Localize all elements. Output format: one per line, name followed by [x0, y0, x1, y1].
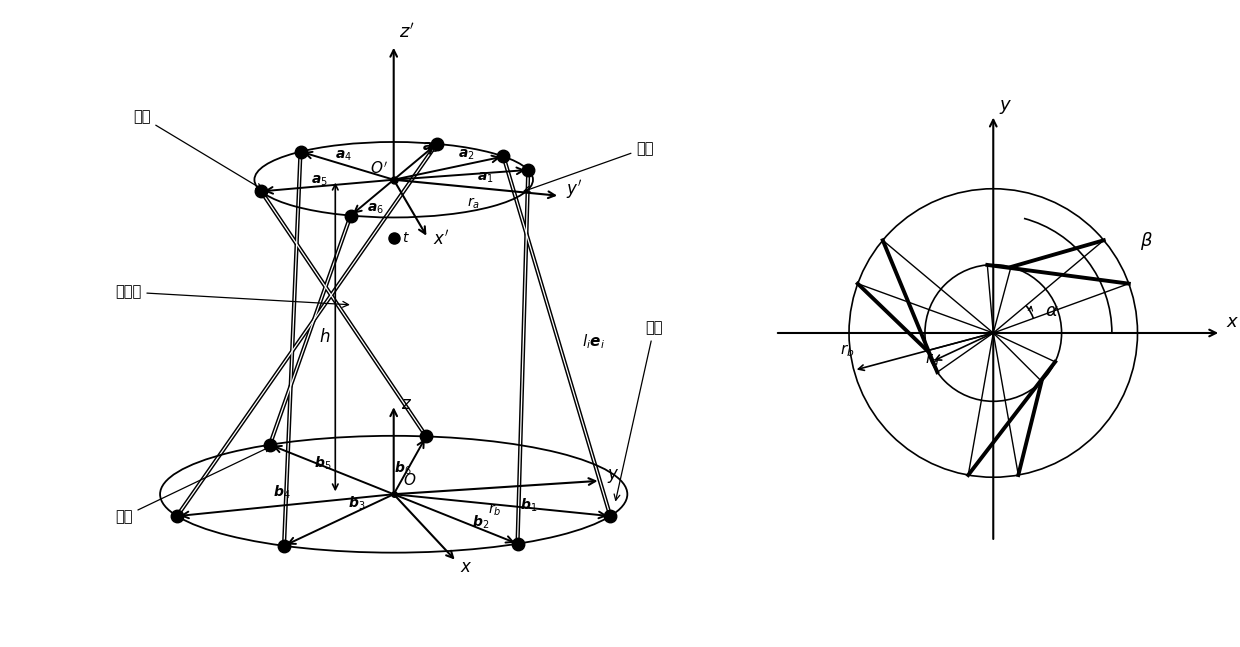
Text: $x$: $x$	[460, 558, 472, 576]
Text: $r_b$: $r_b$	[489, 503, 501, 518]
Text: $x'$: $x'$	[433, 230, 449, 248]
Text: 基座: 基座	[614, 320, 663, 500]
Text: $t$: $t$	[402, 231, 409, 245]
Text: $y'$: $y'$	[567, 177, 583, 201]
Text: $r_a$: $r_a$	[925, 351, 939, 368]
Text: 作动器: 作动器	[115, 285, 348, 307]
Text: $\boldsymbol{a}_2$: $\boldsymbol{a}_2$	[458, 148, 474, 162]
Text: $O'$: $O'$	[371, 160, 388, 177]
Text: $x$: $x$	[1226, 313, 1239, 331]
Text: $O$: $O$	[403, 472, 417, 488]
Text: $r_a$: $r_a$	[467, 195, 480, 211]
Text: 球铰: 球铰	[133, 109, 262, 189]
Text: $\boldsymbol{a}_5$: $\boldsymbol{a}_5$	[311, 174, 329, 188]
Text: 球铰: 球铰	[115, 446, 270, 524]
Text: $z'$: $z'$	[399, 23, 414, 42]
Text: $\boldsymbol{b}_6$: $\boldsymbol{b}_6$	[394, 459, 412, 477]
Text: $\boldsymbol{b}_4$: $\boldsymbol{b}_4$	[273, 483, 290, 501]
Text: 平台: 平台	[525, 141, 653, 192]
Text: $\alpha$: $\alpha$	[1045, 302, 1059, 320]
Text: $\boldsymbol{b}_5$: $\boldsymbol{b}_5$	[314, 455, 331, 472]
Text: $\beta$: $\beta$	[1141, 230, 1153, 252]
Text: $\boldsymbol{a}_3$: $\boldsymbol{a}_3$	[423, 141, 439, 155]
Text: $z$: $z$	[401, 395, 412, 413]
Text: $\boldsymbol{a}_4$: $\boldsymbol{a}_4$	[335, 149, 352, 163]
Text: $h$: $h$	[319, 328, 331, 346]
Text: $\boldsymbol{a}_6$: $\boldsymbol{a}_6$	[367, 202, 384, 217]
Text: $y$: $y$	[606, 467, 619, 485]
Text: $r_b$: $r_b$	[839, 342, 854, 358]
Text: $\boldsymbol{a}_1$: $\boldsymbol{a}_1$	[477, 170, 494, 184]
Text: $y$: $y$	[999, 98, 1012, 116]
Text: $\boldsymbol{b}_3$: $\boldsymbol{b}_3$	[348, 494, 366, 512]
Text: $\boldsymbol{b}_2$: $\boldsymbol{b}_2$	[471, 513, 489, 531]
Text: $\boldsymbol{b}_1$: $\boldsymbol{b}_1$	[520, 497, 537, 514]
Text: $l_i\boldsymbol{e}_i$: $l_i\boldsymbol{e}_i$	[583, 332, 605, 351]
